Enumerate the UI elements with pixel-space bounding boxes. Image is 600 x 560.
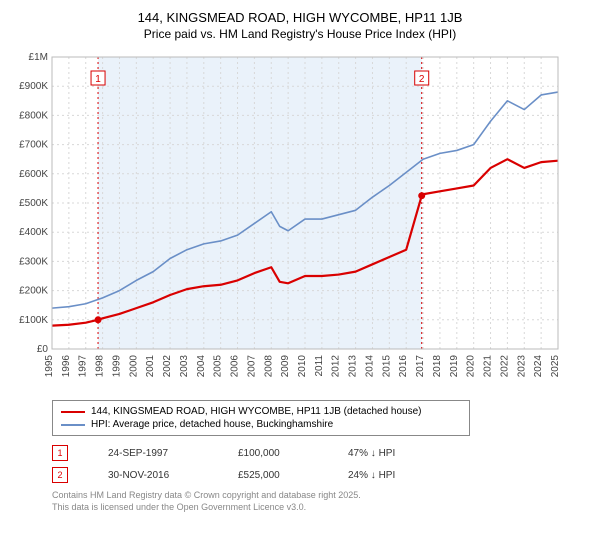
svg-text:2015: 2015 — [381, 355, 392, 378]
footer-line-1: Contains HM Land Registry data © Crown c… — [52, 490, 590, 502]
legend-swatch — [61, 411, 85, 413]
svg-text:2021: 2021 — [483, 355, 494, 378]
svg-text:2003: 2003 — [179, 355, 190, 378]
svg-text:1998: 1998 — [95, 355, 106, 378]
svg-text:2020: 2020 — [466, 355, 477, 378]
legend-item: HPI: Average price, detached house, Buck… — [61, 418, 461, 431]
svg-text:£800K: £800K — [19, 110, 48, 121]
svg-text:2024: 2024 — [533, 355, 544, 378]
sale-price: £525,000 — [238, 470, 308, 481]
svg-text:2022: 2022 — [499, 355, 510, 378]
svg-text:2005: 2005 — [213, 355, 224, 378]
svg-text:2014: 2014 — [364, 355, 375, 378]
svg-text:£1M: £1M — [29, 52, 48, 63]
svg-text:2011: 2011 — [314, 355, 325, 377]
sale-marker: 1 — [52, 445, 68, 461]
svg-text:2: 2 — [419, 74, 425, 85]
svg-text:2025: 2025 — [550, 355, 561, 378]
sale-date: 30-NOV-2016 — [108, 470, 198, 481]
svg-text:2019: 2019 — [449, 355, 460, 378]
svg-text:2018: 2018 — [432, 355, 443, 378]
svg-text:2017: 2017 — [415, 355, 426, 378]
svg-text:2000: 2000 — [128, 355, 139, 378]
svg-text:2008: 2008 — [263, 355, 274, 378]
legend: 144, KINGSMEAD ROAD, HIGH WYCOMBE, HP11 … — [52, 400, 470, 436]
svg-text:£400K: £400K — [19, 227, 48, 238]
sale-row: 2 30-NOV-2016 £525,000 24% ↓ HPI — [52, 464, 590, 486]
svg-text:£500K: £500K — [19, 198, 48, 209]
footer-attribution: Contains HM Land Registry data © Crown c… — [52, 490, 590, 513]
svg-text:2013: 2013 — [348, 355, 359, 378]
sale-marker: 2 — [52, 467, 68, 483]
svg-text:1995: 1995 — [44, 355, 55, 378]
sales-table: 1 24-SEP-1997 £100,000 47% ↓ HPI 2 30-NOV-201… — [52, 442, 590, 486]
legend-label: 144, KINGSMEAD ROAD, HIGH WYCOMBE, HP11 … — [91, 406, 421, 417]
price-chart-svg: £0 £100K £200K £300K £400K £500K £600K £700K £80… — [10, 49, 570, 389]
svg-text:2007: 2007 — [246, 355, 257, 378]
chart-area: £0 £100K £200K £300K £400K £500K £600K £700K £80… — [10, 49, 590, 394]
legend-label: HPI: Average price, detached house, Buck… — [91, 419, 333, 430]
chart-subtitle: Price paid vs. HM Land Registry's House … — [10, 27, 590, 41]
svg-text:2006: 2006 — [230, 355, 241, 378]
svg-text:2012: 2012 — [331, 355, 342, 378]
svg-text:2010: 2010 — [297, 355, 308, 378]
svg-text:£900K: £900K — [19, 81, 48, 92]
svg-text:£0: £0 — [37, 344, 49, 355]
sale-price: £100,000 — [238, 448, 308, 459]
chart-title: 144, KINGSMEAD ROAD, HIGH WYCOMBE, HP11 … — [10, 10, 590, 25]
svg-text:2016: 2016 — [398, 355, 409, 378]
svg-text:1: 1 — [95, 74, 101, 85]
legend-item: 144, KINGSMEAD ROAD, HIGH WYCOMBE, HP11 … — [61, 405, 461, 418]
svg-text:2009: 2009 — [280, 355, 291, 378]
svg-text:£600K: £600K — [19, 169, 48, 180]
sale-row: 1 24-SEP-1997 £100,000 47% ↓ HPI — [52, 442, 590, 464]
svg-text:£300K: £300K — [19, 256, 48, 267]
svg-text:1997: 1997 — [78, 355, 89, 378]
sale-date: 24-SEP-1997 — [108, 448, 198, 459]
svg-text:1996: 1996 — [61, 355, 72, 378]
sale-delta: 47% ↓ HPI — [348, 448, 395, 459]
svg-text:2004: 2004 — [196, 355, 207, 378]
sale-delta: 24% ↓ HPI — [348, 470, 395, 481]
svg-text:2023: 2023 — [516, 355, 527, 378]
svg-text:2001: 2001 — [145, 355, 156, 378]
svg-text:£700K: £700K — [19, 140, 48, 151]
legend-swatch — [61, 424, 85, 426]
svg-text:2002: 2002 — [162, 355, 173, 378]
svg-text:£200K: £200K — [19, 286, 48, 297]
footer-line-2: This data is licensed under the Open Gov… — [52, 502, 590, 514]
svg-text:£100K: £100K — [19, 315, 48, 326]
svg-text:1999: 1999 — [111, 355, 122, 378]
